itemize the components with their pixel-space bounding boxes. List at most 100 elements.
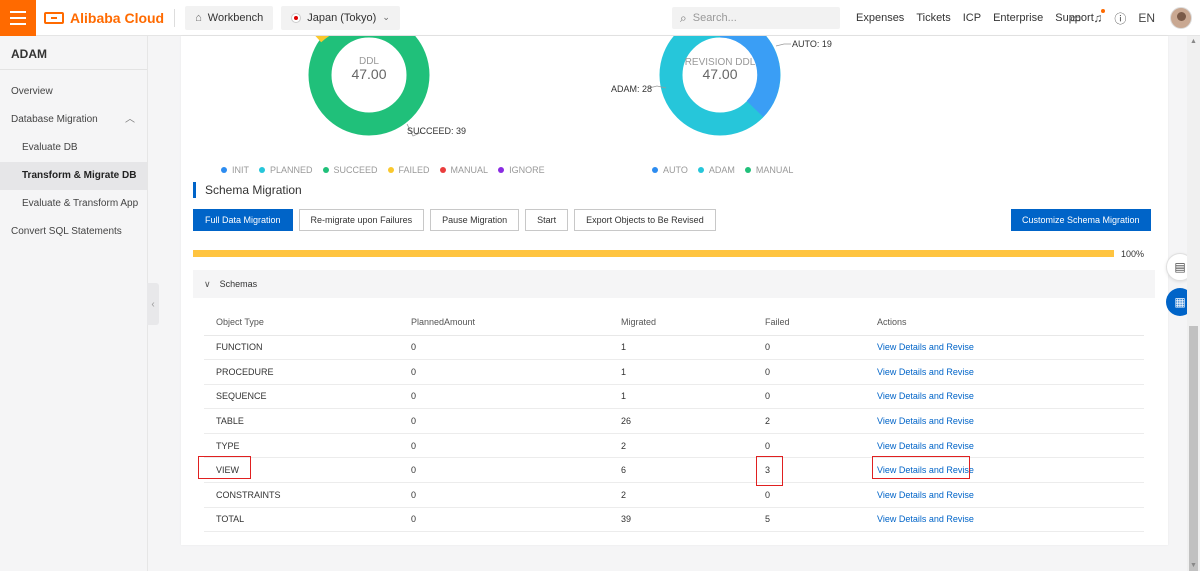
cell-migrated: 2 (609, 482, 753, 508)
scroll-down-icon[interactable]: ▼ (1190, 562, 1197, 569)
notification-dot (1101, 9, 1106, 13)
start-button[interactable]: Start (525, 209, 569, 231)
legend-item-manual-rev[interactable]: MANUAL (744, 165, 793, 175)
cell-planned: 0 (399, 507, 609, 533)
progress-fill (193, 250, 1114, 257)
migration-progress-bar (193, 250, 1114, 257)
revision-auto-callout-line (775, 43, 791, 47)
revision-title: REVISION DDL (685, 57, 756, 68)
progress-label: 100% (1121, 249, 1145, 259)
ddl-legend: INIT PLANNED SUCCEED FAILED MANUAL IGNOR… (221, 165, 545, 175)
table-header-row: Object Type PlannedAmount Migrated Faile… (204, 310, 1144, 336)
schemas-collapse-header[interactable]: ∨ Schemas (193, 270, 1155, 298)
workbench-button[interactable]: ⌂ Workbench (185, 5, 274, 30)
scrollbar-thumb[interactable] (1189, 326, 1198, 571)
view-details-link[interactable]: View Details and Revise (865, 457, 1144, 484)
ddl-callout-line (406, 123, 423, 137)
export-objects-button[interactable]: Export Objects to Be Revised (574, 209, 716, 231)
top-links: Expenses Tickets ICP Enterprise Support (856, 0, 1094, 36)
region-label: Japan (Tokyo) (307, 11, 377, 24)
sidebar-collapse-toggle[interactable]: ‹ (147, 283, 159, 325)
search-icon: ⌕ (680, 10, 687, 25)
cell-failed: 3 (753, 457, 865, 484)
cell-migrated: 6 (609, 457, 753, 484)
cell-migrated: 2 (609, 433, 753, 459)
top-navigation-bar: Alibaba Cloud ⌂ Workbench Japan (Tokyo) … (0, 0, 1200, 36)
link-expenses[interactable]: Expenses (856, 12, 905, 24)
region-selector[interactable]: Japan (Tokyo) ⌄ (281, 5, 400, 30)
alibaba-logo-icon (44, 11, 64, 24)
section-title-schema-migration: Schema Migration (193, 182, 302, 198)
home-icon: ⌂ (195, 11, 202, 24)
action-buttons: Full Data Migration Re-migrate upon Fail… (193, 209, 716, 231)
remigrate-failures-button[interactable]: Re-migrate upon Failures (298, 209, 425, 231)
sidebar-item-database-migration[interactable]: Database Migration ︿ (0, 106, 147, 134)
ddl-total: 47.00 (351, 66, 386, 82)
cell-failed: 0 (753, 433, 865, 459)
view-details-link[interactable]: View Details and Revise (865, 482, 1144, 508)
col-planned-amount: PlannedAmount (399, 310, 609, 336)
avatar[interactable] (1170, 7, 1192, 29)
sidebar-item-overview[interactable]: Overview (11, 86, 53, 97)
cell-object-type: FUNCTION (204, 335, 399, 361)
cell-planned: 0 (399, 482, 609, 508)
cell-object-type: VIEW (204, 457, 399, 484)
view-details-link[interactable]: View Details and Revise (865, 384, 1144, 410)
table-row: PROCEDURE 0 1 0 View Details and Revise (204, 359, 1144, 385)
ddl-callout-succeed: SUCCEED: 39 (407, 126, 466, 136)
cell-failed: 0 (753, 384, 865, 410)
link-support[interactable]: Support (1055, 12, 1094, 24)
view-details-link[interactable]: View Details and Revise (865, 359, 1144, 385)
search-input[interactable]: ⌕ Search... (672, 7, 840, 29)
table-row: SEQUENCE 0 1 0 View Details and Revise (204, 384, 1144, 410)
view-details-link[interactable]: View Details and Revise (865, 433, 1144, 459)
ddl-title: DDL (359, 56, 379, 67)
cell-object-type: CONSTRAINTS (204, 482, 399, 508)
divider (174, 8, 176, 27)
col-object-type: Object Type (204, 310, 399, 336)
legend-item-adam[interactable]: ADAM (697, 165, 735, 175)
revision-adam-callout-line (648, 85, 667, 89)
cell-object-type: SEQUENCE (204, 384, 399, 410)
legend-item-init[interactable]: INIT (221, 165, 249, 175)
cell-object-type: TOTAL (204, 507, 399, 533)
link-icp[interactable]: ICP (962, 12, 982, 24)
customize-schema-migration-button[interactable]: Customize Schema Migration (1011, 209, 1151, 231)
link-tickets[interactable]: Tickets (916, 12, 951, 24)
link-enterprise[interactable]: Enterprise (993, 12, 1044, 24)
legend-item-planned[interactable]: PLANNED (259, 165, 313, 175)
legend-item-ignore[interactable]: IGNORE (498, 165, 545, 175)
legend-item-succeed[interactable]: SUCCEED (322, 165, 378, 175)
col-migrated: Migrated (609, 310, 753, 336)
notification-bell-icon[interactable]: ♫ (1093, 9, 1106, 25)
table-row: CONSTRAINTS 0 2 0 View Details and Revis… (204, 482, 1144, 508)
revision-callout-adam: ADAM: 28 (611, 84, 652, 94)
help-icon[interactable]: ⓘ (1114, 11, 1127, 26)
pause-migration-button[interactable]: Pause Migration (430, 209, 520, 231)
scroll-up-icon[interactable]: ▲ (1190, 38, 1197, 45)
sidebar-item-evaluate-db[interactable]: Evaluate DB (22, 142, 78, 153)
sidebar-title: ADAM (0, 36, 147, 70)
language-switch[interactable]: EN (1138, 11, 1156, 25)
hamburger-menu-icon[interactable] (0, 0, 36, 36)
search-placeholder: Search... (692, 12, 737, 24)
legend-item-manual[interactable]: MANUAL (439, 165, 488, 175)
terminal-icon[interactable]: ▭ (1070, 11, 1082, 25)
sidebar-item-transform-migrate-db[interactable]: Transform & Migrate DB (0, 162, 147, 190)
legend-item-auto[interactable]: AUTO (652, 165, 688, 175)
sidebar-item-evaluate-transform-app[interactable]: Evaluate & Transform App (22, 198, 139, 209)
ddl-donut: DDL 47.00 SUCCEED: 39 (308, 36, 466, 137)
view-details-link[interactable]: View Details and Revise (865, 408, 1144, 434)
sidebar-item-convert-sql[interactable]: Convert SQL Statements (11, 226, 122, 237)
revision-legend: AUTO ADAM MANUAL (652, 165, 793, 175)
view-details-link[interactable]: View Details and Revise (865, 335, 1144, 361)
cell-migrated: 26 (609, 408, 753, 434)
alibaba-cloud-logo[interactable]: Alibaba Cloud (44, 10, 164, 26)
page-scrollbar[interactable]: ▲ ▼ (1187, 36, 1200, 571)
cell-migrated: 39 (609, 507, 753, 533)
view-details-link[interactable]: View Details and Revise (865, 507, 1144, 533)
brand-name: Alibaba Cloud (70, 9, 165, 26)
legend-item-failed[interactable]: FAILED (387, 165, 430, 175)
ddl-succeed-slice (308, 36, 430, 136)
full-data-migration-button[interactable]: Full Data Migration (193, 209, 293, 231)
